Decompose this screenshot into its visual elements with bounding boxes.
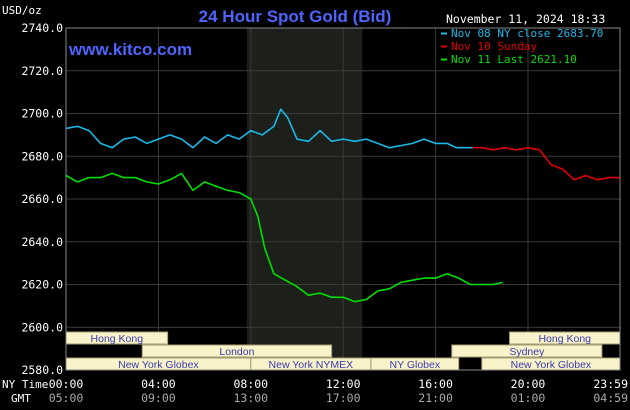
x-tick-label-gmt: 17:00 (326, 391, 361, 405)
y-tick-label: 2660.0 (21, 192, 63, 206)
x-axis-gmt-label: GMT (11, 392, 31, 405)
y-tick-label: 2600.0 (21, 320, 63, 334)
session-label: New York NYMEX (269, 359, 354, 371)
y-tick-label: 2620.0 (21, 278, 63, 292)
y-tick-label: 2640.0 (21, 235, 63, 249)
x-tick-label-gmt: 13:00 (233, 391, 268, 405)
x-tick-label-gmt: 05:00 (49, 391, 84, 405)
x-tick-label-ny: 12:00 (326, 377, 361, 391)
session-label: Sydney (509, 346, 545, 358)
session-label: Hong Kong (538, 333, 591, 345)
y-tick-label: 2680.0 (21, 149, 63, 163)
plot-border (65, 27, 621, 371)
x-tick-label-ny: 23:59 (593, 377, 628, 391)
x-tick-label-gmt: 04:59 (593, 391, 628, 405)
session-label: New York Globex (511, 359, 592, 371)
legend-entry: Nov 10 Sunday (451, 40, 537, 53)
x-tick-label-gmt: 21:00 (418, 391, 453, 405)
x-tick-label-gmt: 09:00 (141, 391, 176, 405)
session-bar (141, 344, 333, 358)
y-axis-tick-labels: 2740.0 2720.0 2700.0 2680.0 2660.0 2640.0 2620… (21, 21, 63, 377)
y-axis-label: USD/oz (2, 4, 42, 17)
session-label: New York Globex (118, 359, 199, 371)
session-label: NY Globex (390, 359, 441, 371)
x-tick-label-gmt: 01:00 (511, 391, 546, 405)
y-tick-label: 2700.0 (21, 107, 63, 121)
x-tick-label-ny: 04:00 (141, 377, 176, 391)
x-axis-ny-time-label: NY Time (2, 378, 48, 391)
legend-entry: Nov 08 NY close 2683.70 (451, 27, 603, 40)
chart-title: 24 Hour Spot Gold (Bid) (199, 7, 392, 26)
series-line (65, 108, 473, 149)
session-label: Hong Kong (91, 333, 144, 345)
series-line (65, 172, 503, 303)
x-tick-label-ny: 16:00 (418, 377, 453, 391)
legend-entry: Nov 11 Last 2621.10 (451, 53, 577, 66)
market-session-bars: Hong Kong London New York Globex New York N… (65, 331, 621, 371)
series-line (472, 146, 620, 181)
session-label: London (219, 346, 254, 358)
price-series (65, 108, 620, 303)
x-tick-label-ny: 00:00 (49, 377, 84, 391)
watermark-url: www.kitco.com (68, 40, 192, 59)
x-tick-label-ny: 08:00 (233, 377, 268, 391)
y-tick-label: 2720.0 (21, 64, 63, 78)
timestamp: November 11, 2024 18:33 (446, 12, 605, 26)
y-tick-label: 2580.0 (21, 363, 63, 377)
session-bar (451, 344, 603, 358)
y-tick-label: 2740.0 (21, 21, 63, 35)
x-tick-label-ny: 20:00 (511, 377, 546, 391)
